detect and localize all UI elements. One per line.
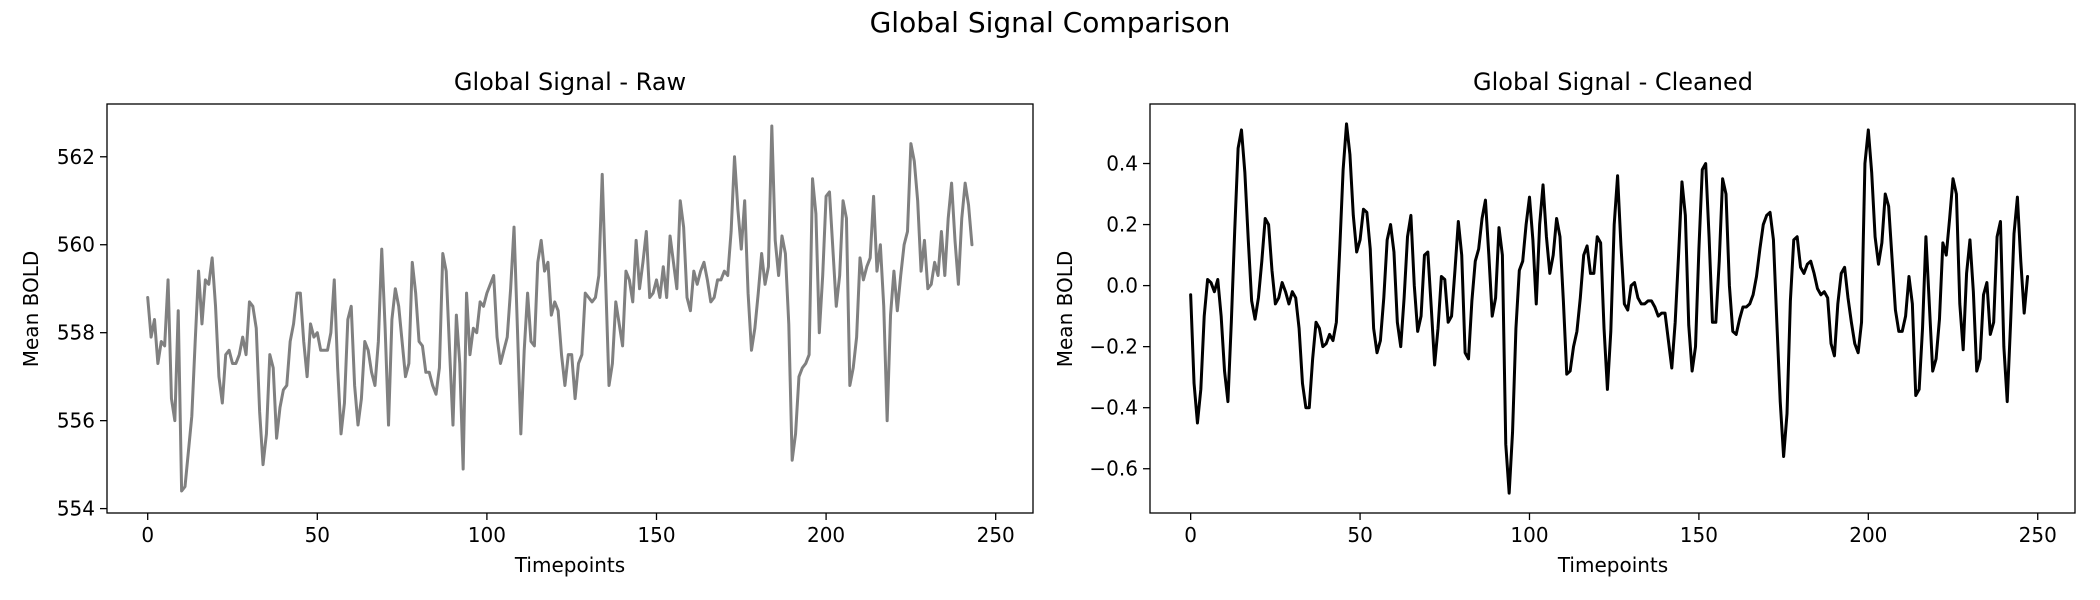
raw-x-tick-label: 0 (141, 523, 154, 547)
raw-y-tick-label: 560 (57, 233, 95, 257)
raw-x-tick-label: 100 (468, 523, 506, 547)
figure-title: Global Signal Comparison (869, 6, 1231, 39)
raw-axes-frame (106, 103, 1034, 514)
raw-signal-panel: Global Signal - Raw Timepoints Mean BOLD… (19, 68, 1034, 577)
cleaned-y-tick-label: −0.6 (1089, 457, 1138, 481)
cleaned-signal-panel: Global Signal - Cleaned Timepoints Mean … (1053, 68, 2076, 577)
raw-panel-title: Global Signal - Raw (454, 68, 686, 96)
raw-y-tick-label: 562 (57, 145, 95, 169)
cleaned-x-tick-label: 0 (1184, 523, 1197, 547)
cleaned-y-tick-label: 0.2 (1106, 213, 1138, 237)
raw-x-tick-label: 50 (305, 523, 330, 547)
cleaned-chart-marks: 0 50 100 150 200 250 −0.6 −0.4 −0.2 0.0 0.2 0.4 (1089, 103, 2076, 547)
raw-x-tick-label: 250 (977, 523, 1015, 547)
cleaned-y-tick-label: 0.0 (1106, 274, 1138, 298)
cleaned-y-axis-label: Mean BOLD (1053, 251, 1077, 368)
cleaned-y-tick-label: −0.2 (1089, 335, 1138, 359)
cleaned-x-tick-label: 100 (1510, 523, 1548, 547)
cleaned-panel-title: Global Signal - Cleaned (1473, 68, 1753, 96)
cleaned-y-tick-label: 0.4 (1106, 152, 1138, 176)
cleaned-x-tick-label: 250 (2019, 523, 2057, 547)
cleaned-x-tick-label: 150 (1680, 523, 1718, 547)
cleaned-series-line (1189, 122, 2030, 495)
cleaned-axes-frame (1149, 103, 2076, 514)
raw-x-tick-label: 150 (637, 523, 675, 547)
raw-chart-marks: 0 50 100 150 200 250 554 556 558 560 562 (57, 103, 1034, 547)
raw-y-tick-label: 554 (57, 497, 95, 521)
cleaned-x-axis-label: Timepoints (1557, 553, 1668, 577)
cleaned-y-tick-label: −0.4 (1089, 396, 1138, 420)
raw-y-axis-label: Mean BOLD (19, 251, 43, 368)
cleaned-x-tick-label: 200 (1849, 523, 1887, 547)
raw-y-tick-label: 558 (57, 321, 95, 345)
raw-y-tick-label: 556 (57, 409, 95, 433)
raw-x-tick-label: 200 (807, 523, 845, 547)
raw-series-line (146, 124, 974, 493)
raw-x-axis-label: Timepoints (514, 553, 625, 577)
cleaned-x-tick-label: 50 (1347, 523, 1372, 547)
